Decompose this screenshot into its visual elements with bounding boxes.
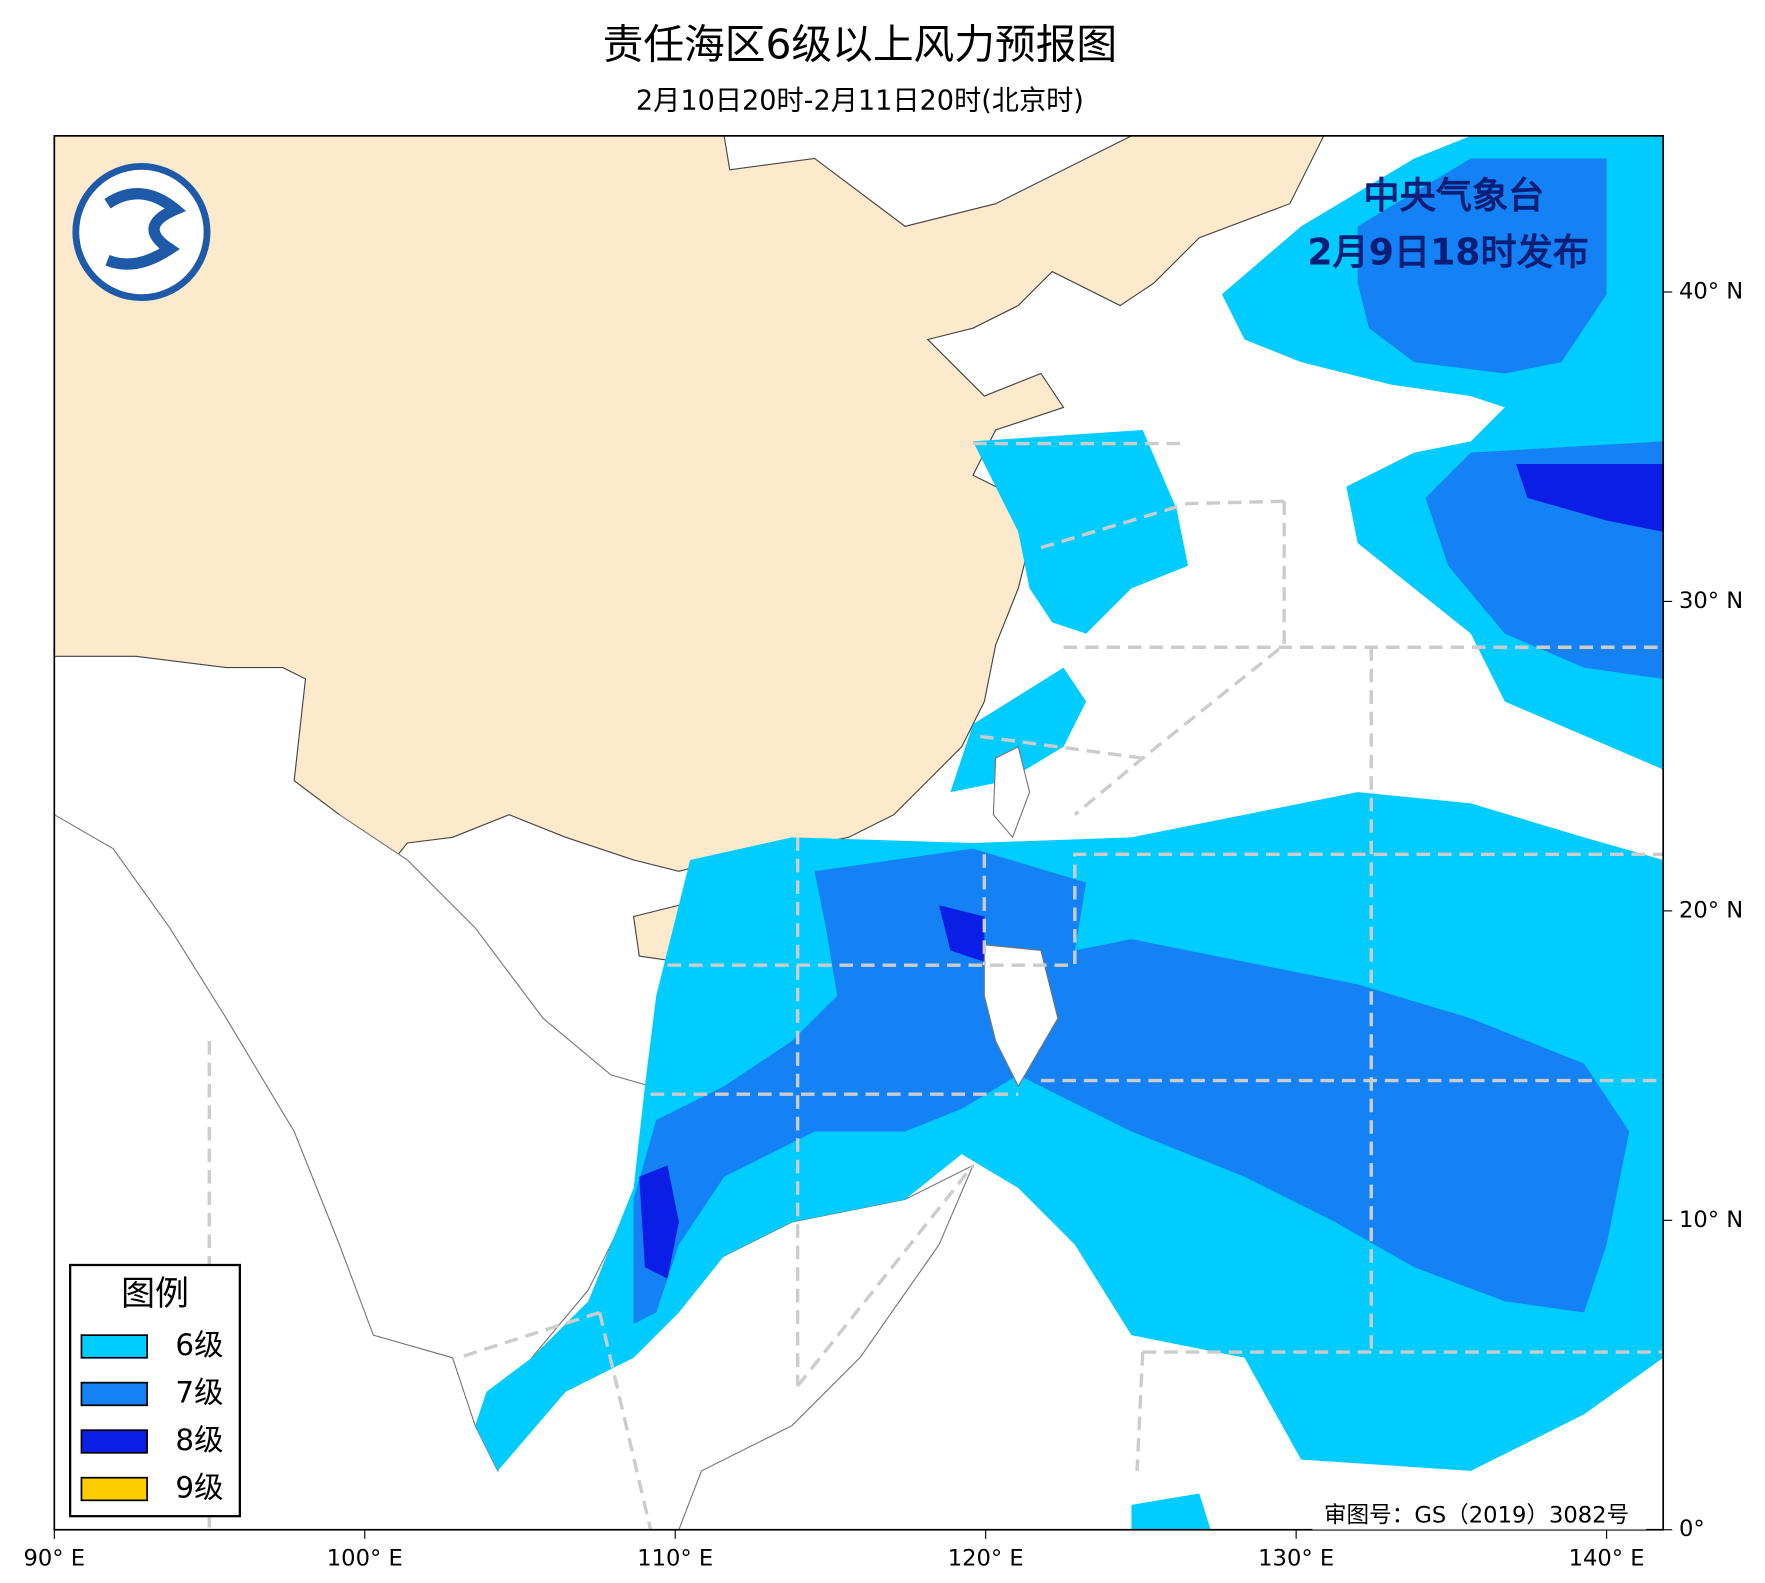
subtitle: 2月10日20时-2月11日20时(北京时) — [636, 85, 1084, 116]
legend-title: 图例 — [121, 1274, 189, 1314]
legend-swatch — [80, 1334, 148, 1359]
lat-label: 40° N — [1679, 278, 1743, 304]
lon-label: 110° E — [637, 1546, 713, 1572]
lat-label: 0° — [1679, 1516, 1705, 1542]
lon-label: 130° E — [1258, 1546, 1334, 1572]
legend-swatch — [80, 1429, 148, 1454]
legend-label: 7级 — [175, 1375, 223, 1409]
approval: 审图号：GS（2019）3082号 — [1324, 1503, 1629, 1529]
legend-swatch — [80, 1476, 148, 1502]
legend-label: 8级 — [175, 1423, 223, 1457]
lon-label: 120° E — [948, 1546, 1024, 1572]
legend-label: 6级 — [175, 1328, 223, 1362]
issue-time: 2月9日18时发布 — [1307, 231, 1589, 274]
logo — [72, 163, 211, 302]
legend: 图例 6级 7级 8级 9级 — [69, 1263, 241, 1518]
lon-label: 140° E — [1569, 1546, 1645, 1572]
luzon — [983, 944, 1059, 1088]
wind-7 — [633, 158, 1664, 1324]
legend-swatch — [80, 1381, 148, 1407]
lon-label: 90° E — [24, 1546, 86, 1572]
borneo — [678, 1164, 975, 1530]
map-area — [54, 135, 1664, 1530]
legend-label: 9级 — [175, 1471, 223, 1505]
taiwan — [992, 745, 1031, 839]
title: 责任海区6级以上风力预报图 — [603, 21, 1118, 69]
lat-label: 30° N — [1679, 588, 1743, 614]
lon-label: 100° E — [327, 1546, 403, 1572]
issuer-name: 中央气象台 — [1363, 174, 1544, 217]
lat-label: 10° N — [1679, 1207, 1743, 1233]
lat-label: 20° N — [1679, 897, 1743, 923]
frame — [53, 134, 1665, 1531]
axes: 90° E 100° E 110° E 120° E 130° E 140° E 40° N… — [24, 278, 1744, 1571]
